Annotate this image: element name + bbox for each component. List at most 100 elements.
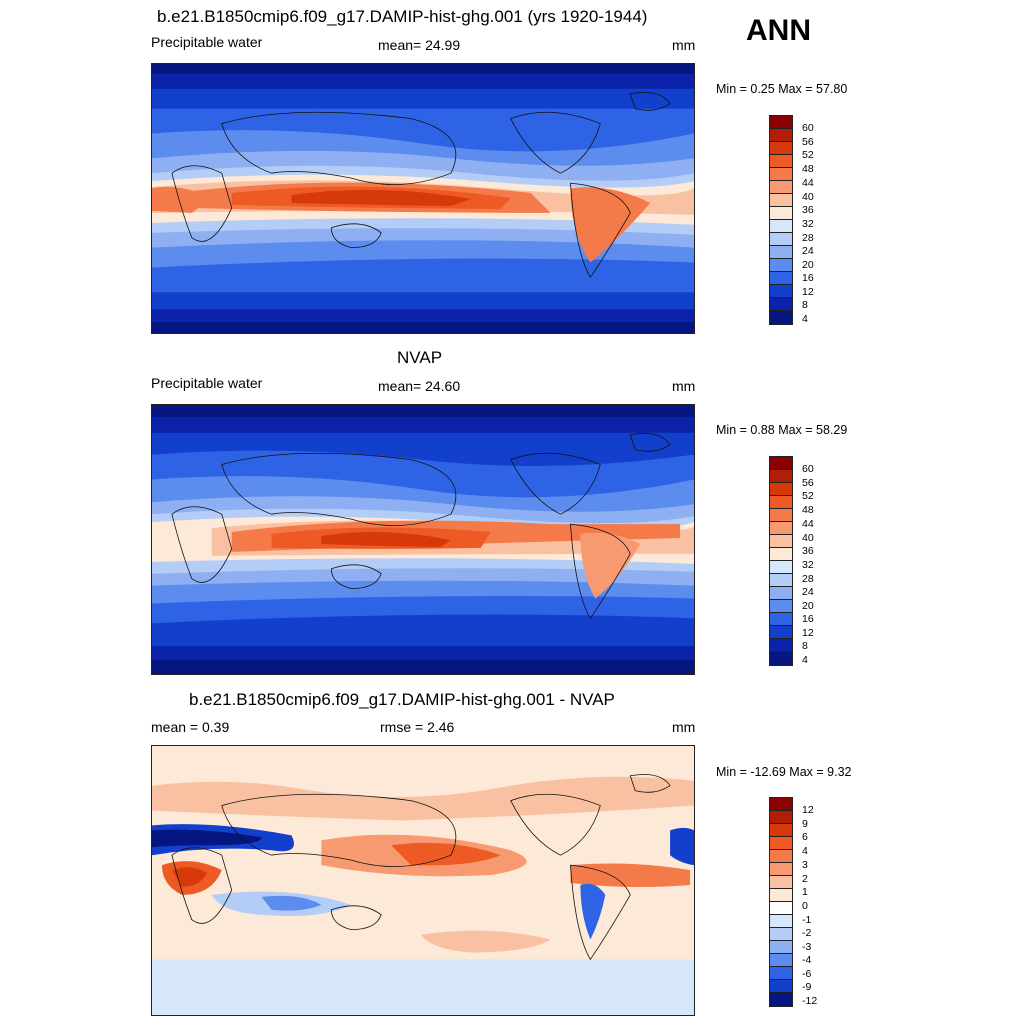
colorbar-tick-label: 24 [802,245,814,257]
colorbar-swatch [770,876,792,889]
panel1-units: mm [672,37,696,53]
season-label: ANN [746,14,811,47]
colorbar-tick-label: 6 [802,831,808,843]
panel3-minmax: Min = -12.69 Max = 9.32 [716,765,852,779]
colorbar-tick-label: -2 [802,927,812,939]
panel1-title: b.e21.B1850cmip6.f09_g17.DAMIP-hist-ghg.… [157,7,648,26]
panel2-contour-field [152,405,694,674]
colorbar-swatch [770,155,792,168]
colorbar-swatch [770,863,792,876]
colorbar-swatch [770,928,792,941]
colorbar-swatch [770,548,792,561]
colorbar-swatch [770,483,792,496]
colorbar-swatch [770,561,792,574]
panel1-map [151,63,695,334]
colorbar-tick-label: 2 [802,873,808,885]
colorbar-tick-label: 20 [802,259,814,271]
colorbar-swatch [770,246,792,259]
colorbar-swatch [770,220,792,233]
colorbar-swatch [770,587,792,600]
colorbar-swatch [770,207,792,220]
colorbar-tick-label: 12 [802,627,814,639]
colorbar-tick-label: 0 [802,900,808,912]
panel1-colorbar [769,115,793,325]
colorbar-swatch [770,116,792,129]
colorbar-swatch [770,902,792,915]
colorbar-swatch [770,496,792,509]
panel1-variable-label: Precipitable water [151,34,263,50]
colorbar-swatch [770,811,792,824]
colorbar-tick-label: -1 [802,914,812,926]
colorbar-tick-label: 3 [802,859,808,871]
colorbar-tick-label: 1 [802,886,808,898]
colorbar-tick-label: 8 [802,640,808,652]
colorbar-swatch [770,824,792,837]
colorbar-tick-label: 12 [802,804,814,816]
colorbar-swatch [770,993,792,1006]
panel3-map [151,745,695,1016]
colorbar-tick-label: 32 [802,559,814,571]
colorbar-tick-label: 8 [802,299,808,311]
colorbar-tick-label: -4 [802,954,812,966]
colorbar-swatch [770,626,792,639]
colorbar-swatch [770,129,792,142]
colorbar-swatch [770,311,792,324]
colorbar-swatch [770,889,792,902]
panel2-units: mm [672,378,696,394]
colorbar-swatch [770,652,792,665]
colorbar-swatch [770,285,792,298]
panel3-title: b.e21.B1850cmip6.f09_g17.DAMIP-hist-ghg.… [189,690,615,709]
colorbar-swatch [770,272,792,285]
colorbar-tick-label: 36 [802,545,814,557]
colorbar-swatch [770,181,792,194]
colorbar-tick-label: -6 [802,968,812,980]
colorbar-tick-label: 9 [802,818,808,830]
colorbar-swatch [770,600,792,613]
colorbar-swatch [770,259,792,272]
colorbar-tick-label: -3 [802,941,812,953]
panel2-minmax: Min = 0.88 Max = 58.29 [716,423,848,437]
colorbar-tick-label: -9 [802,981,812,993]
colorbar-swatch [770,509,792,522]
panel2-map [151,404,695,675]
colorbar-tick-label: 12 [802,286,814,298]
panel1-mean-label: mean= 24.99 [378,37,461,53]
panel2-title: NVAP [397,348,443,367]
colorbar-tick-label: 60 [802,463,814,475]
colorbar-swatch [770,142,792,155]
colorbar-swatch [770,967,792,980]
colorbar-tick-label: 40 [802,532,814,544]
colorbar-swatch [770,980,792,993]
colorbar-tick-label: 48 [802,504,814,516]
colorbar-tick-label: -12 [802,995,818,1007]
colorbar-tick-label: 24 [802,586,814,598]
colorbar-tick-label: 4 [802,313,808,325]
colorbar-swatch [770,613,792,626]
colorbar-swatch [770,850,792,863]
panel2-variable-label: Precipitable water [151,375,263,391]
colorbar-swatch [770,837,792,850]
panel3-colorbar [769,797,793,1007]
colorbar-tick-label: 60 [802,122,814,134]
colorbar-swatch [770,194,792,207]
panel1-contour-field [152,64,694,333]
colorbar-tick-label: 20 [802,600,814,612]
colorbar-tick-label: 52 [802,490,814,502]
colorbar-tick-label: 44 [802,518,814,530]
colorbar-tick-label: 56 [802,477,814,489]
colorbar-swatch [770,798,792,811]
colorbar-tick-label: 52 [802,149,814,161]
panel1-minmax: Min = 0.25 Max = 57.80 [716,82,848,96]
colorbar-tick-label: 36 [802,204,814,216]
colorbar-swatch [770,574,792,587]
colorbar-swatch [770,298,792,311]
panel3-rmse-label: rmse = 2.46 [380,719,455,735]
colorbar-swatch [770,535,792,548]
colorbar-swatch [770,470,792,483]
colorbar-tick-label: 32 [802,218,814,230]
colorbar-tick-label: 48 [802,163,814,175]
colorbar-tick-label: 4 [802,845,808,857]
colorbar-tick-label: 4 [802,654,808,666]
panel3-units: mm [672,719,696,735]
colorbar-swatch [770,457,792,470]
